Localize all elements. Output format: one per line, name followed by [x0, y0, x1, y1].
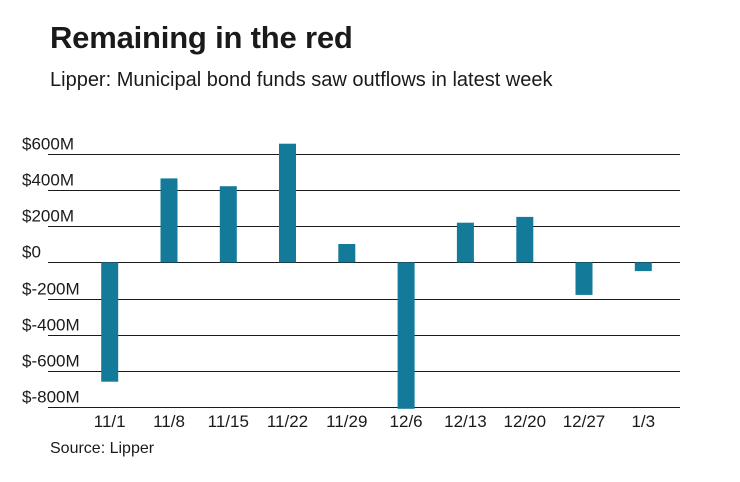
bar-11-1	[101, 262, 119, 382]
x-tick-label: 12/20	[504, 412, 547, 431]
x-tick-label: 11/29	[326, 412, 367, 431]
bar-1-3	[634, 262, 652, 272]
bar-12-27	[575, 262, 593, 295]
y-tick-label: $-600M	[22, 352, 80, 371]
x-tick-label: 12/27	[563, 412, 606, 431]
bar-11-15	[219, 186, 237, 263]
chart-subtitle: Lipper: Municipal bond funds saw outflow…	[50, 69, 553, 91]
x-tick-label: 11/8	[153, 412, 185, 431]
y-axis-labels: $600M $400M $200M $0 $-200M $-400M $-600M $-800…	[22, 135, 80, 407]
gridlines	[48, 154, 680, 408]
y-tick-label: $-400M	[22, 316, 80, 335]
bars	[101, 143, 652, 409]
bar-12-6	[397, 262, 415, 409]
y-tick-label: $0	[22, 243, 41, 262]
y-tick-label: $-800M	[22, 388, 80, 407]
bar-12-13	[456, 222, 474, 263]
x-tick-label: 11/1	[94, 412, 126, 431]
bar-11-22	[279, 143, 296, 263]
x-axis-labels: 11/1 11/8 11/15 11/22 11/29 12/6 12/13 12/20 12/…	[94, 412, 655, 431]
x-tick-label: 11/15	[208, 412, 249, 431]
bar-11-29	[338, 244, 356, 263]
y-tick-label: $400M	[22, 171, 74, 190]
chart-title: Remaining in the red	[50, 20, 353, 55]
y-tick-label: $-200M	[22, 280, 80, 299]
bar-11-8	[160, 178, 178, 263]
y-tick-label: $200M	[22, 207, 74, 226]
x-tick-label: 1/3	[631, 412, 655, 431]
x-tick-label: 12/13	[444, 412, 487, 431]
bar-12-20	[516, 216, 534, 263]
x-tick-label: 11/22	[267, 412, 308, 431]
source-note: Source: Lipper	[50, 440, 155, 457]
y-tick-label: $600M	[22, 135, 74, 154]
x-tick-label: 12/6	[390, 412, 423, 431]
